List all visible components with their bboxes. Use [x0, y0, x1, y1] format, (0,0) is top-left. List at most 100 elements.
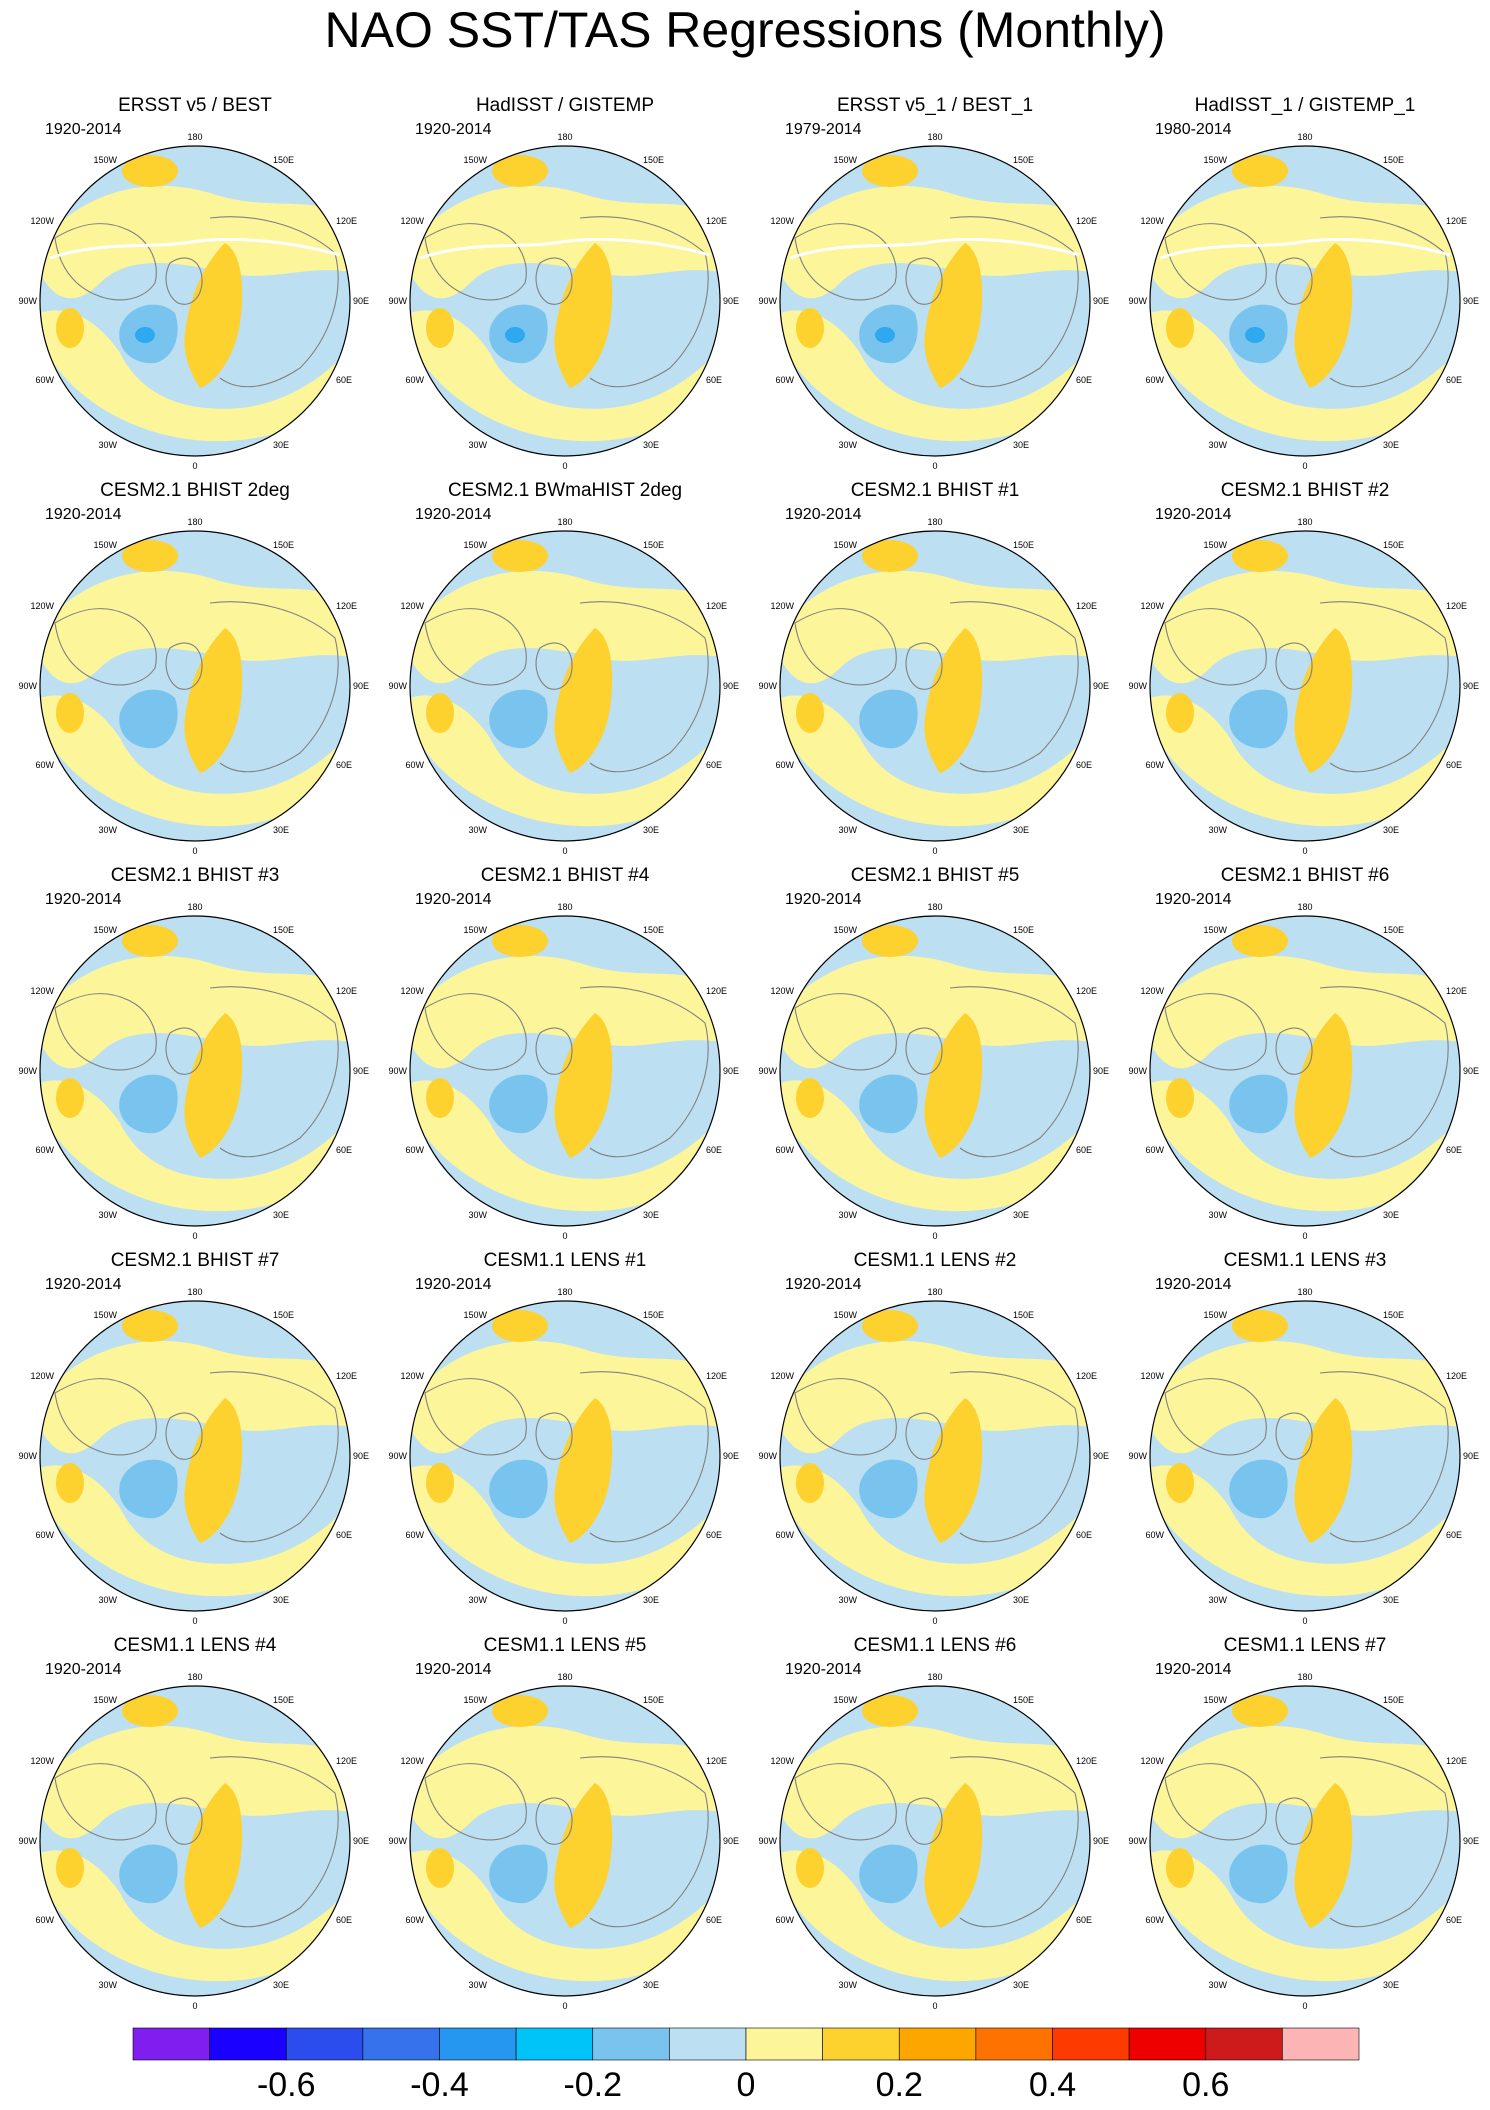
panel-period: 1920-2014 [785, 1276, 862, 1293]
west-warm-anomaly [796, 308, 824, 348]
longitude-label: 120W [1140, 1371, 1164, 1381]
longitude-label: 150E [273, 540, 294, 550]
longitude-label: 30E [273, 1980, 289, 1990]
labrador-cold-anomaly [489, 1459, 548, 1519]
panel-period: 1920-2014 [1155, 506, 1232, 523]
longitude-label: 60E [336, 1915, 352, 1925]
pacific-warm-anomaly [1232, 1695, 1288, 1727]
longitude-label: 90W [388, 1836, 407, 1846]
panel-period: 1920-2014 [785, 1661, 862, 1678]
coastline-eurasia [1319, 1756, 1449, 1928]
map-boundary [779, 1685, 1091, 1997]
longitude-label: 90E [723, 681, 739, 691]
longitude-label: 180 [187, 1672, 202, 1682]
west-warm-anomaly [426, 693, 454, 733]
west-warm-anomaly [426, 1078, 454, 1118]
eurasia-warm-anomaly [924, 1783, 983, 1928]
eurasia-warm-anomaly [184, 1013, 243, 1158]
longitude-label: 90W [18, 1451, 37, 1461]
polar-map: 180 0 90W 90E 150W 150E 120W 120E 60W 60E 30W 30E [1128, 1287, 1479, 1626]
eurasia-warm-anomaly [1294, 243, 1353, 388]
longitude-label: 90W [1128, 681, 1147, 691]
eurasia-warm-anomaly [924, 243, 983, 388]
warm-band-south [1150, 310, 1460, 442]
longitude-label: 30E [1383, 440, 1399, 450]
coastline-eurasia [209, 216, 339, 388]
warm-band-north [1150, 1725, 1460, 1839]
longitude-label: 180 [557, 132, 572, 142]
coastline-north-america [1164, 222, 1267, 301]
coastline-north-america [54, 992, 157, 1071]
map-panel: CESM1.1 LENS #6 180 0 90W 90E 150W 150E 120W 120… [750, 1635, 1120, 2020]
panel-title: CESM1.1 LENS #1 [483, 1250, 647, 1271]
longitude-label: 30W [1208, 1980, 1227, 1990]
longitude-label: 120E [1446, 216, 1467, 226]
longitude-label: 120W [1140, 986, 1164, 996]
panel-period: 1920-2014 [415, 891, 492, 908]
longitude-label: 90W [388, 1066, 407, 1076]
longitude-label: 150W [463, 540, 487, 550]
eurasia-warm-anomaly [1294, 628, 1353, 773]
longitude-label: 30E [1013, 440, 1029, 450]
west-warm-anomaly [1166, 1848, 1194, 1888]
longitude-label: 120E [706, 1756, 727, 1766]
colorbar-tick-label: -0.2 [563, 2066, 623, 2104]
eurasia-warm-anomaly [184, 243, 243, 388]
polar-map: 180 0 90W 90E 150W 150E 120W 120E 60W 60E 30W 30E [1128, 517, 1479, 856]
map-boundary [39, 1300, 351, 1612]
pacific-warm-anomaly [1232, 925, 1288, 957]
longitude-label: 90E [1463, 1066, 1479, 1076]
longitude-label: 180 [557, 1287, 572, 1297]
longitude-label: 180 [557, 902, 572, 912]
longitude-label: 90E [353, 1451, 369, 1461]
longitude-label: 30W [1208, 825, 1227, 835]
longitude-label: 0 [562, 846, 567, 856]
longitude-label: 30W [468, 1210, 487, 1220]
west-warm-anomaly [56, 1848, 84, 1888]
longitude-label: 120W [770, 216, 794, 226]
longitude-label: 120W [770, 601, 794, 611]
longitude-label: 120W [400, 216, 424, 226]
longitude-label: 120W [30, 1756, 54, 1766]
longitude-label: 30E [1383, 825, 1399, 835]
longitude-label: 60E [1076, 1915, 1092, 1925]
longitude-label: 180 [1297, 132, 1312, 142]
labrador-cold-anomaly [1229, 1844, 1288, 1904]
longitude-label: 150W [833, 1310, 857, 1320]
map-boundary [39, 1685, 351, 1997]
longitude-label: 180 [557, 1672, 572, 1682]
longitude-label: 30E [643, 1980, 659, 1990]
longitude-label: 120W [1140, 1756, 1164, 1766]
polar-map: 180 0 90W 90E 150W 150E 120W 120E 60W 60E 30W 30E [18, 902, 369, 1241]
coastline-north-america [794, 222, 897, 301]
longitude-label: 60E [706, 375, 722, 385]
warm-band-south [410, 695, 720, 827]
longitude-label: 120W [1140, 601, 1164, 611]
coastline-greenland [905, 1797, 943, 1845]
longitude-label: 30E [1013, 1980, 1029, 1990]
panel-title: ERSST v5 / BEST [118, 95, 272, 116]
longitude-label: 120E [1076, 986, 1097, 996]
coastline-greenland [535, 1027, 573, 1075]
warm-band-south [40, 1850, 350, 1982]
eurasia-warm-anomaly [554, 1783, 613, 1928]
map-boundary [409, 1300, 721, 1612]
labrador-cold-anomaly [859, 1074, 918, 1134]
panel-title: CESM2.1 BHIST #1 [850, 480, 1020, 501]
map-boundary [1149, 1300, 1461, 1612]
map-panel: CESM1.1 LENS #4 180 0 90W 90E 150W 150E 120W 120… [10, 1635, 380, 2020]
longitude-label: 90E [723, 1451, 739, 1461]
longitude-label: 150W [93, 1310, 117, 1320]
longitude-label: 90E [723, 296, 739, 306]
coastline-eurasia [1319, 601, 1449, 773]
longitude-label: 150W [93, 540, 117, 550]
longitude-label: 60E [1446, 1530, 1462, 1540]
map-boundary [779, 915, 1091, 1227]
panel-period: 1920-2014 [415, 121, 492, 138]
polar-map: 180 0 90W 90E 150W 150E 120W 120E 60W 60E 30W 30E [18, 132, 369, 471]
colorbar-tick-label: 0.6 [1182, 2066, 1230, 2104]
longitude-label: 120W [770, 1756, 794, 1766]
eurasia-warm-anomaly [1294, 1013, 1353, 1158]
polar-map: 180 0 90W 90E 150W 150E 120W 120E 60W 60E 30W 30E [758, 517, 1109, 856]
